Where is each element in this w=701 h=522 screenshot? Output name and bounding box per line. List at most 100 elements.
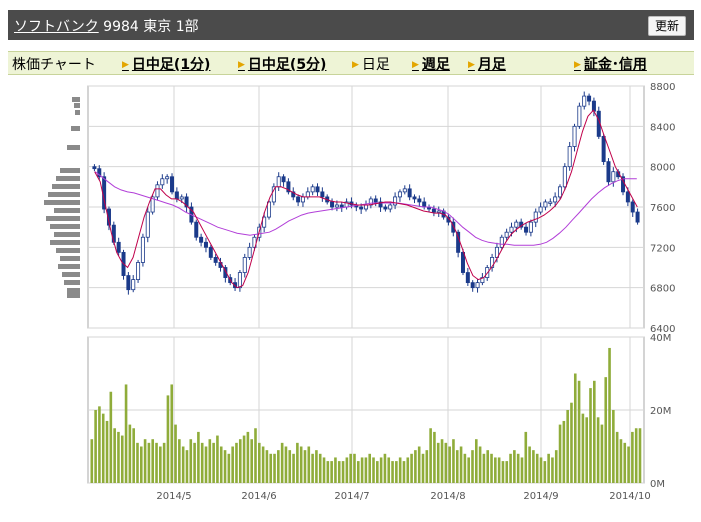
volume-bar [604, 377, 608, 483]
profile-bar [50, 240, 80, 245]
volume-bar [132, 428, 135, 483]
volume-bar [353, 453, 356, 483]
candle-body [383, 206, 388, 210]
candle-body [393, 196, 398, 206]
volume-bar [398, 457, 402, 483]
profile-bar [72, 97, 80, 102]
tab-monthly[interactable]: ▶ 月足 [468, 54, 506, 74]
volume-bar [265, 450, 269, 483]
volume-bar [246, 431, 250, 483]
candle-body [174, 191, 179, 200]
volume-bar [612, 410, 615, 483]
candle-body [557, 186, 562, 198]
tab-weekly[interactable]: ▶ 週足 [412, 54, 450, 74]
profile-bar [54, 208, 80, 213]
volume-bar [627, 446, 630, 483]
volume-bar [467, 457, 470, 483]
candle-body [296, 196, 301, 203]
page-header: ソフトバンク 9984 東京 1部 更新 [8, 10, 694, 40]
candle-body [271, 186, 276, 203]
profile-bar [75, 110, 80, 115]
tab-stock-chart: 株価チャート [12, 57, 96, 73]
volume-bar [155, 442, 158, 483]
candle-body [213, 257, 218, 263]
stock-title: ソフトバンク 9984 東京 1部 [14, 16, 199, 36]
candle-body [470, 282, 475, 289]
candle-body [160, 178, 165, 186]
candle-body [286, 181, 291, 193]
volume-bar [436, 442, 440, 483]
volume-bar [193, 442, 196, 483]
candle-body [533, 211, 538, 223]
grid-lines [88, 85, 644, 484]
volume-bar [120, 435, 124, 483]
volume-bar [421, 453, 425, 483]
moving-averages [94, 109, 638, 289]
arrow-icon: ▶ [468, 60, 475, 70]
candle-body [194, 221, 199, 238]
volume-bar [589, 388, 592, 483]
candle-body [111, 224, 116, 243]
refresh-button[interactable]: 更新 [647, 16, 686, 36]
candle-body [591, 100, 596, 112]
volume-bar [513, 450, 516, 483]
volume-tick-label: 40M [650, 333, 671, 344]
volume-bar [98, 406, 101, 483]
price-tick-label: 8000 [650, 163, 675, 174]
volume-bar [543, 461, 547, 483]
volume-bar [90, 439, 94, 483]
candle-body [300, 196, 305, 203]
volume-bar [174, 424, 177, 483]
volume-bar [147, 442, 151, 483]
candle-body [436, 210, 441, 213]
volume-bar [520, 457, 524, 483]
volume-bar [159, 446, 162, 483]
candle-body [538, 206, 543, 213]
profile-bar [64, 280, 80, 285]
candle-body [155, 184, 160, 198]
volume-tick-label: 20M [650, 406, 671, 417]
candle-body [237, 272, 242, 289]
tab-label: 日中足(1分) [131, 57, 211, 73]
tab-intraday-5min[interactable]: ▶ 日中足(5分) [238, 54, 326, 74]
candle-body [363, 204, 368, 210]
volume-bar [162, 442, 166, 483]
candle-body [184, 196, 189, 208]
volume-bar [349, 453, 352, 483]
candle-body [601, 136, 606, 163]
volume-bar [128, 424, 132, 483]
volume-bar [136, 442, 139, 483]
volume-bar [94, 410, 97, 483]
volume-bar [299, 446, 303, 483]
profile-bar [44, 200, 80, 205]
candle-body [131, 279, 136, 291]
candle-body [460, 251, 465, 273]
volume-bar [501, 461, 505, 483]
candle-body [417, 198, 422, 203]
tab-label: 週足 [421, 57, 450, 73]
x-tick-label: 2014/9 [523, 491, 558, 502]
candle-body [494, 246, 499, 258]
candle-body [504, 231, 509, 238]
volume-bar [307, 446, 311, 483]
tab-intraday-1min[interactable]: ▶ 日中足(1分) [122, 54, 210, 74]
candle-body [407, 188, 412, 198]
company-name-link[interactable]: ソフトバンク [14, 19, 99, 35]
volume-bar [109, 391, 113, 483]
candle-body [150, 196, 155, 213]
volume-bar [235, 442, 238, 483]
volume-bar [566, 410, 569, 483]
x-tick-label: 2014/5 [156, 491, 191, 502]
volume-bar [117, 431, 120, 483]
volume-bar [124, 384, 128, 483]
candle-body [562, 166, 567, 188]
candle-body [499, 236, 504, 248]
tab-margin[interactable]: ▶ 証金･信用 [574, 54, 647, 74]
volume-bar [623, 442, 627, 483]
volume-bar [596, 417, 600, 483]
volume-bar [471, 450, 474, 483]
price-tick-label: 8400 [650, 122, 675, 133]
volume-bar [379, 457, 383, 483]
price-tick-label: 6400 [650, 324, 675, 335]
arrow-icon: ▶ [352, 60, 359, 70]
